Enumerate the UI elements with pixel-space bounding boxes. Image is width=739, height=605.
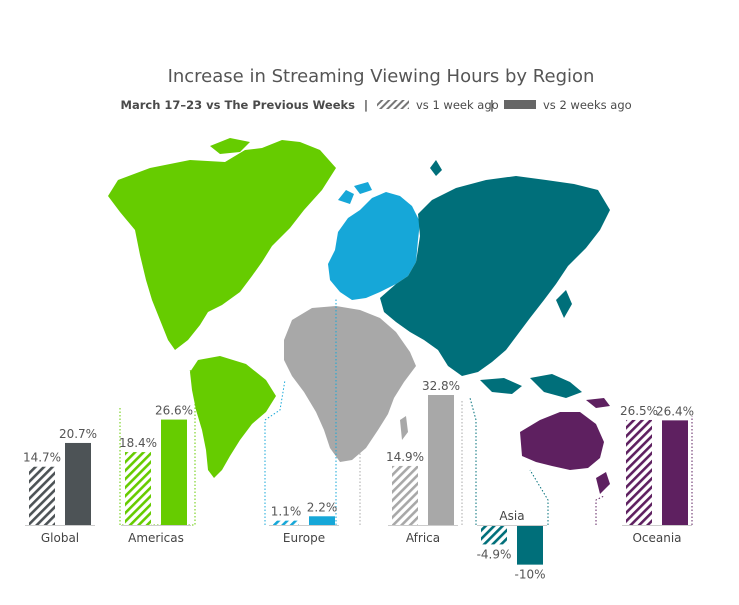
category-label-europe: Europe (283, 531, 325, 545)
map-region-americas (108, 138, 336, 478)
category-label-asia: Asia (499, 509, 524, 523)
category-label-africa: Africa (406, 531, 440, 545)
bar-africa-1-week (392, 465, 418, 525)
legend-separator-2: | (490, 98, 494, 112)
map-region-europe (328, 182, 420, 300)
connector-lines (119, 298, 693, 526)
value-label-asia-2-weeks: -10% (514, 568, 545, 582)
bar-group-africa: 14.9% 32.8% Africa (386, 379, 460, 545)
connector-europe (264, 379, 286, 525)
chart-subtitle: March 17–23 vs The Previous Weeks (121, 98, 356, 112)
value-label-oceania-2-weeks: 26.4% (656, 404, 694, 418)
bar-oceania-2-weeks (662, 420, 688, 525)
value-label-americas-2-weeks: 26.6% (155, 404, 193, 418)
bar-africa-2-weeks (428, 395, 454, 525)
value-label-oceania-1-week: 26.5% (620, 404, 658, 418)
value-label-africa-1-week: 14.9% (386, 450, 424, 464)
bar-global-1-week (29, 466, 55, 525)
legend-label-1-week: vs 1 week ago (416, 98, 499, 112)
connector-asia (469, 397, 477, 525)
category-label-americas: Americas (128, 531, 184, 545)
category-label-oceania: Oceania (632, 531, 681, 545)
connector-oceania (595, 495, 605, 525)
chart-title: Increase in Streaming Viewing Hours by R… (168, 66, 595, 87)
value-label-europe-1-week: 1.1% (271, 505, 302, 519)
bar-oceania-1-week (626, 419, 652, 525)
category-label-global: Global (41, 531, 79, 545)
bars-layer: 14.7% 20.7% Global 18.4% 26.6% Americas 1.1% 2.… (23, 379, 694, 582)
bar-group-global: 14.7% 20.7% Global (23, 427, 97, 545)
bar-americas-2-weeks (161, 419, 187, 525)
value-label-africa-2-weeks: 32.8% (422, 379, 460, 393)
legend-swatch-solid (504, 100, 536, 109)
legend-label-2-weeks: vs 2 weeks ago (543, 98, 632, 112)
value-label-global-2-weeks: 20.7% (59, 427, 97, 441)
world-map (108, 138, 610, 494)
bar-asia-2-weeks (517, 525, 543, 565)
bar-global-2-weeks (65, 442, 91, 525)
connector-asia-right (529, 469, 549, 525)
legend-swatch-hatched (377, 100, 409, 109)
bar-europe-1-week (273, 520, 299, 525)
value-label-americas-1-week: 18.4% (119, 436, 157, 450)
bar-group-americas: 18.4% 26.6% Americas (119, 404, 193, 545)
connector-americas (119, 369, 196, 526)
value-label-asia-1-week: -4.9% (477, 547, 512, 561)
bar-group-oceania: 26.5%26.4% Oceania (620, 404, 694, 545)
map-region-asia (380, 160, 610, 398)
bar-europe-2-weeks (309, 516, 335, 525)
bar-group-europe: 1.1% 2.2% Europe (269, 500, 339, 545)
legend-separator-1: | (364, 98, 368, 112)
map-region-oceania (520, 398, 610, 494)
value-label-europe-2-weeks: 2.2% (307, 500, 338, 514)
bar-asia-1-week (481, 525, 507, 545)
value-label-global-1-week: 14.7% (23, 451, 61, 465)
map-region-africa (284, 306, 416, 462)
bar-group-asia: -4.9%-10% Asia (477, 509, 547, 582)
subtitle-legend-row: March 17–23 vs The Previous Weeks | vs 1… (121, 98, 632, 112)
bar-americas-1-week (125, 452, 151, 525)
